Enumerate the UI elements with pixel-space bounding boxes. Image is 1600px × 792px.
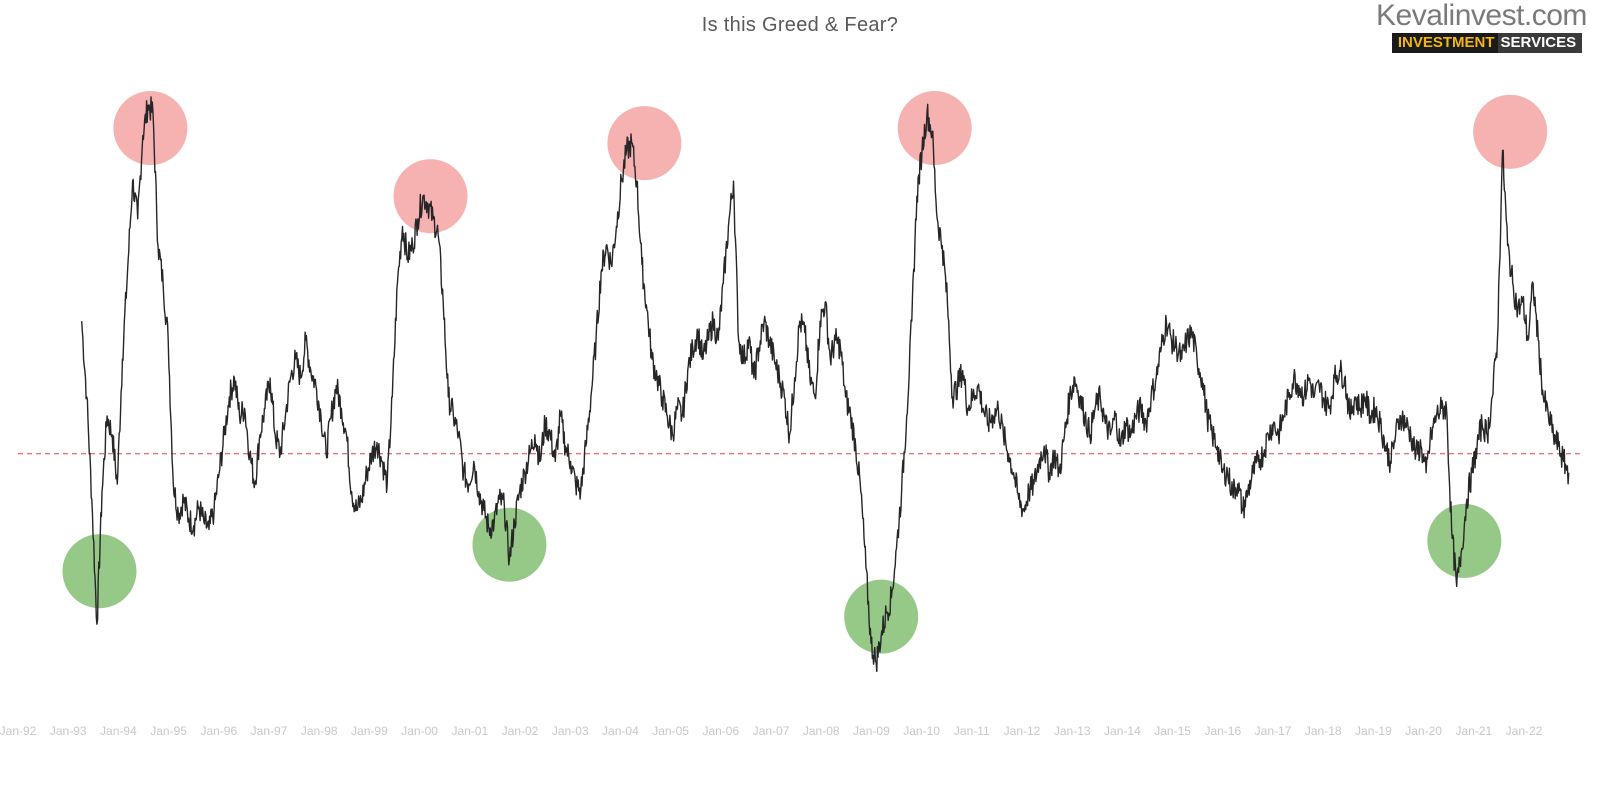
fear-circle-5 [62, 534, 137, 609]
x-tick-label: Jan-00 [401, 724, 438, 738]
greed-circle-2 [607, 106, 682, 181]
x-tick-label: Jan-19 [1355, 724, 1392, 738]
x-tick-label: Jan-05 [652, 724, 689, 738]
x-tick-label: Jan-04 [602, 724, 639, 738]
x-tick-label: Jan-98 [301, 724, 338, 738]
x-tick-label: Jan-22 [1506, 724, 1543, 738]
greed-circle-1 [393, 159, 468, 234]
greed-circle-0 [113, 91, 188, 166]
x-axis-ticks: Jan-92 Jan-93 Jan-94 Jan-95 Jan-96 Jan-97 Jan-… [0, 724, 1543, 738]
x-tick-label: Jan-17 [1255, 724, 1292, 738]
brand-logo[interactable]: Kevalinvest.com INVESTMENT SERVICES [1376, 0, 1587, 53]
x-tick-label: Jan-99 [351, 724, 388, 738]
annotation-circles [62, 91, 1548, 654]
x-tick-label: Jan-97 [251, 724, 288, 738]
x-tick-label: Jan-95 [150, 724, 187, 738]
greed-circle-4 [1473, 94, 1548, 169]
x-tick-label: Jan-10 [903, 724, 940, 738]
greed-circle-3 [897, 91, 972, 166]
x-tick-label: Jan-96 [200, 724, 237, 738]
brand-tag-part2: SERVICES [1497, 33, 1583, 53]
brand-name: Kevalinvest.com [1376, 0, 1587, 32]
x-tick-label: Jan-13 [1054, 724, 1091, 738]
fear-circle-7 [844, 579, 919, 654]
fear-circle-8 [1427, 503, 1502, 578]
x-tick-label: Jan-20 [1405, 724, 1442, 738]
series-line [81, 96, 1570, 673]
brand-tag-part1: INVESTMENT [1391, 33, 1498, 53]
x-tick-label: Jan-21 [1455, 724, 1492, 738]
x-tick-label: Jan-18 [1305, 724, 1342, 738]
x-tick-label: Jan-92 [0, 724, 37, 738]
x-tick-label: Jan-94 [100, 724, 137, 738]
x-tick-label: Jan-14 [1104, 724, 1141, 738]
x-tick-label: Jan-11 [954, 724, 990, 738]
fear-circle-6 [472, 507, 547, 582]
x-tick-label: Jan-16 [1204, 724, 1241, 738]
x-tick-label: Jan-01 [451, 724, 488, 738]
x-tick-label: Jan-15 [1154, 724, 1191, 738]
x-tick-label: Jan-07 [753, 724, 790, 738]
brand-tagline: INVESTMENT SERVICES [1388, 33, 1586, 53]
x-tick-label: Jan-08 [803, 724, 840, 738]
x-tick-label: Jan-03 [552, 724, 589, 738]
chart-title: Is this Greed & Fear? [701, 14, 899, 36]
x-tick-label: Jan-06 [702, 724, 739, 738]
x-tick-label: Jan-09 [853, 724, 890, 738]
x-tick-label: Jan-02 [502, 724, 539, 738]
x-tick-label: Jan-12 [1004, 724, 1041, 738]
x-tick-label: Jan-93 [50, 724, 87, 738]
